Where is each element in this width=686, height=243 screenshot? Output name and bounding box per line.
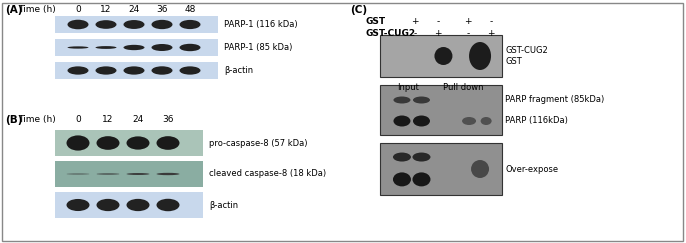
Text: GST: GST	[365, 17, 385, 26]
Ellipse shape	[67, 46, 88, 49]
Ellipse shape	[413, 115, 430, 127]
Ellipse shape	[95, 20, 117, 29]
Ellipse shape	[462, 117, 476, 125]
Bar	[380, 85, 502, 135]
Text: 12: 12	[102, 115, 114, 124]
Text: -: -	[436, 17, 440, 26]
Bar	[55, 161, 203, 187]
Ellipse shape	[123, 45, 145, 50]
Ellipse shape	[393, 172, 411, 186]
Ellipse shape	[394, 96, 410, 104]
Text: GST-CUG2: GST-CUG2	[365, 29, 415, 38]
Text: 24: 24	[132, 115, 143, 124]
Bar	[55, 62, 218, 79]
Bar	[55, 16, 218, 33]
Ellipse shape	[67, 66, 88, 75]
Ellipse shape	[126, 173, 150, 175]
Ellipse shape	[471, 160, 489, 178]
Ellipse shape	[469, 42, 491, 70]
Text: GST-CUG2
GST: GST-CUG2 GST	[505, 46, 547, 66]
Ellipse shape	[152, 44, 172, 51]
Text: 36: 36	[163, 115, 174, 124]
Bar	[55, 39, 218, 56]
Ellipse shape	[97, 136, 119, 150]
Ellipse shape	[434, 47, 453, 65]
Text: +: +	[487, 29, 495, 38]
Text: (C): (C)	[350, 5, 367, 15]
Text: 0: 0	[75, 115, 81, 124]
Ellipse shape	[95, 46, 117, 49]
Text: Over-expose: Over-expose	[505, 165, 558, 174]
Ellipse shape	[126, 199, 150, 211]
Text: β-actin: β-actin	[224, 66, 253, 75]
Text: Time (h): Time (h)	[18, 5, 56, 14]
Ellipse shape	[393, 153, 411, 162]
Bar	[380, 143, 502, 195]
Ellipse shape	[156, 136, 180, 150]
Ellipse shape	[481, 117, 492, 125]
Ellipse shape	[67, 135, 89, 151]
Ellipse shape	[97, 199, 119, 211]
Ellipse shape	[156, 173, 180, 175]
Ellipse shape	[126, 136, 150, 150]
Text: +: +	[434, 29, 442, 38]
Text: β-actin: β-actin	[209, 200, 238, 209]
Ellipse shape	[180, 20, 200, 29]
Text: 0: 0	[75, 5, 81, 14]
Text: -: -	[466, 29, 470, 38]
Text: +: +	[464, 17, 472, 26]
Ellipse shape	[67, 20, 88, 29]
Ellipse shape	[413, 96, 430, 104]
Ellipse shape	[152, 20, 172, 29]
Text: cleaved caspase-8 (18 kDa): cleaved caspase-8 (18 kDa)	[209, 170, 326, 179]
Text: +: +	[411, 17, 418, 26]
Text: (B): (B)	[5, 115, 23, 125]
Bar	[380, 35, 502, 77]
Ellipse shape	[67, 199, 89, 211]
Text: PARP fragment (85kDa): PARP fragment (85kDa)	[505, 95, 604, 104]
Ellipse shape	[180, 44, 200, 51]
Text: PARP (116kDa): PARP (116kDa)	[505, 116, 568, 125]
Ellipse shape	[156, 199, 180, 211]
Text: Pull down: Pull down	[442, 83, 483, 92]
Text: PARP-1 (116 kDa): PARP-1 (116 kDa)	[224, 20, 298, 29]
Text: 12: 12	[100, 5, 112, 14]
Text: 48: 48	[185, 5, 196, 14]
Ellipse shape	[394, 115, 410, 127]
Ellipse shape	[412, 172, 431, 186]
Ellipse shape	[152, 66, 172, 75]
Text: Time (h): Time (h)	[18, 115, 56, 124]
Ellipse shape	[180, 66, 200, 75]
Text: (A): (A)	[5, 5, 23, 15]
Ellipse shape	[95, 66, 117, 75]
Ellipse shape	[123, 66, 145, 75]
Bar	[55, 130, 203, 156]
Text: -: -	[414, 29, 416, 38]
Text: 24: 24	[128, 5, 140, 14]
Text: -: -	[489, 17, 493, 26]
Text: Input: Input	[397, 83, 419, 92]
Text: 36: 36	[156, 5, 168, 14]
Ellipse shape	[412, 153, 431, 162]
Ellipse shape	[123, 20, 145, 29]
Text: pro-caspase-8 (57 kDa): pro-caspase-8 (57 kDa)	[209, 139, 307, 148]
Bar	[55, 192, 203, 218]
Text: PARP-1 (85 kDa): PARP-1 (85 kDa)	[224, 43, 292, 52]
